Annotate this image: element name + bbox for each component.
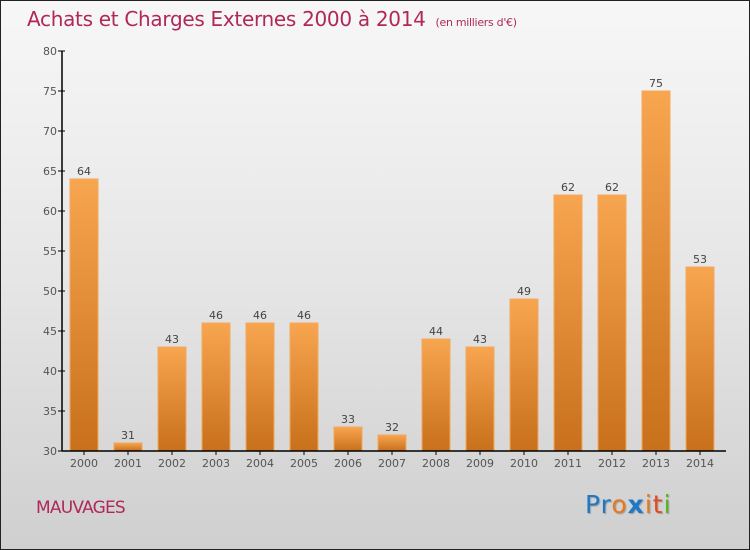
value-label: 44 [429, 325, 443, 338]
value-label: 62 [605, 181, 619, 194]
value-label: 32 [385, 421, 399, 434]
logo-letter: r [600, 490, 612, 519]
bar [157, 346, 187, 452]
value-label: 43 [165, 333, 179, 346]
y-tick-label: 75 [43, 85, 57, 98]
value-label: 33 [341, 413, 355, 426]
y-tick-label: 65 [43, 165, 57, 178]
value-label: 46 [297, 309, 311, 322]
y-tick-label: 45 [43, 325, 57, 338]
x-tick-label: 2014 [686, 457, 714, 470]
bars: 64 31 43 46 46 46 33 32 44 43 49 62 62 75 53 [69, 77, 715, 452]
bar [685, 266, 715, 452]
x-tick-label: 2009 [466, 457, 494, 470]
x-tick-label: 2008 [422, 457, 450, 470]
proxiti-logo[interactable]: Proxiti [585, 490, 672, 519]
bar [113, 442, 143, 452]
title-text: Achats et Charges Externes 2000 à 2014 [27, 7, 426, 31]
value-label: 75 [649, 77, 663, 90]
value-label: 43 [473, 333, 487, 346]
bar [465, 346, 495, 452]
logo-letter: i [644, 490, 653, 519]
x-tick-label: 2003 [202, 457, 230, 470]
x-tick-label: 2005 [290, 457, 318, 470]
bar [597, 194, 627, 452]
bar [289, 322, 319, 452]
value-label: 49 [517, 285, 531, 298]
value-label: 64 [77, 165, 91, 178]
x-tick-label: 2000 [70, 457, 98, 470]
x-tick-label: 2013 [642, 457, 670, 470]
logo-letter: P [585, 490, 601, 519]
y-tick-label: 80 [43, 45, 57, 58]
x-tick-label: 2006 [334, 457, 362, 470]
bar [377, 434, 407, 452]
x-tick-label: 2002 [158, 457, 186, 470]
logo-letter: i [663, 490, 672, 519]
bar [553, 194, 583, 452]
y-tick-label: 35 [43, 405, 57, 418]
y-axis: 30 35 40 45 50 55 60 65 70 75 80 [43, 45, 65, 458]
x-tick-label: 2001 [114, 457, 142, 470]
bar [641, 90, 671, 452]
x-axis: 2000 2001 2002 2003 2004 2005 2006 2007 2008 2009… [62, 450, 726, 470]
title-unit: (en milliers d'€) [435, 16, 517, 29]
logo-letter: o [611, 490, 628, 519]
value-label: 31 [121, 429, 135, 442]
bar [333, 426, 363, 452]
commune-name: MAUVAGES [36, 498, 126, 518]
x-tick-label: 2007 [378, 457, 406, 470]
bar [245, 322, 275, 452]
bar [509, 298, 539, 452]
x-tick-label: 2010 [510, 457, 538, 470]
chart-title: Achats et Charges Externes 2000 à 2014 (e… [27, 7, 517, 31]
x-tick-label: 2011 [554, 457, 582, 470]
value-label: 62 [561, 181, 575, 194]
bar [201, 322, 231, 452]
y-tick-label: 30 [43, 445, 57, 458]
value-label: 46 [209, 309, 223, 322]
y-tick-label: 55 [43, 245, 57, 258]
value-label: 46 [253, 309, 267, 322]
y-tick-label: 70 [43, 125, 57, 138]
y-tick-label: 60 [43, 205, 57, 218]
bar [69, 178, 99, 452]
logo-letter: t [652, 490, 664, 519]
bar [421, 338, 451, 452]
y-tick-label: 40 [43, 365, 57, 378]
x-tick-label: 2004 [246, 457, 274, 470]
y-tick-label: 50 [43, 285, 57, 298]
value-label: 53 [693, 253, 707, 266]
x-tick-label: 2012 [598, 457, 626, 470]
logo-letter: x [627, 490, 645, 519]
